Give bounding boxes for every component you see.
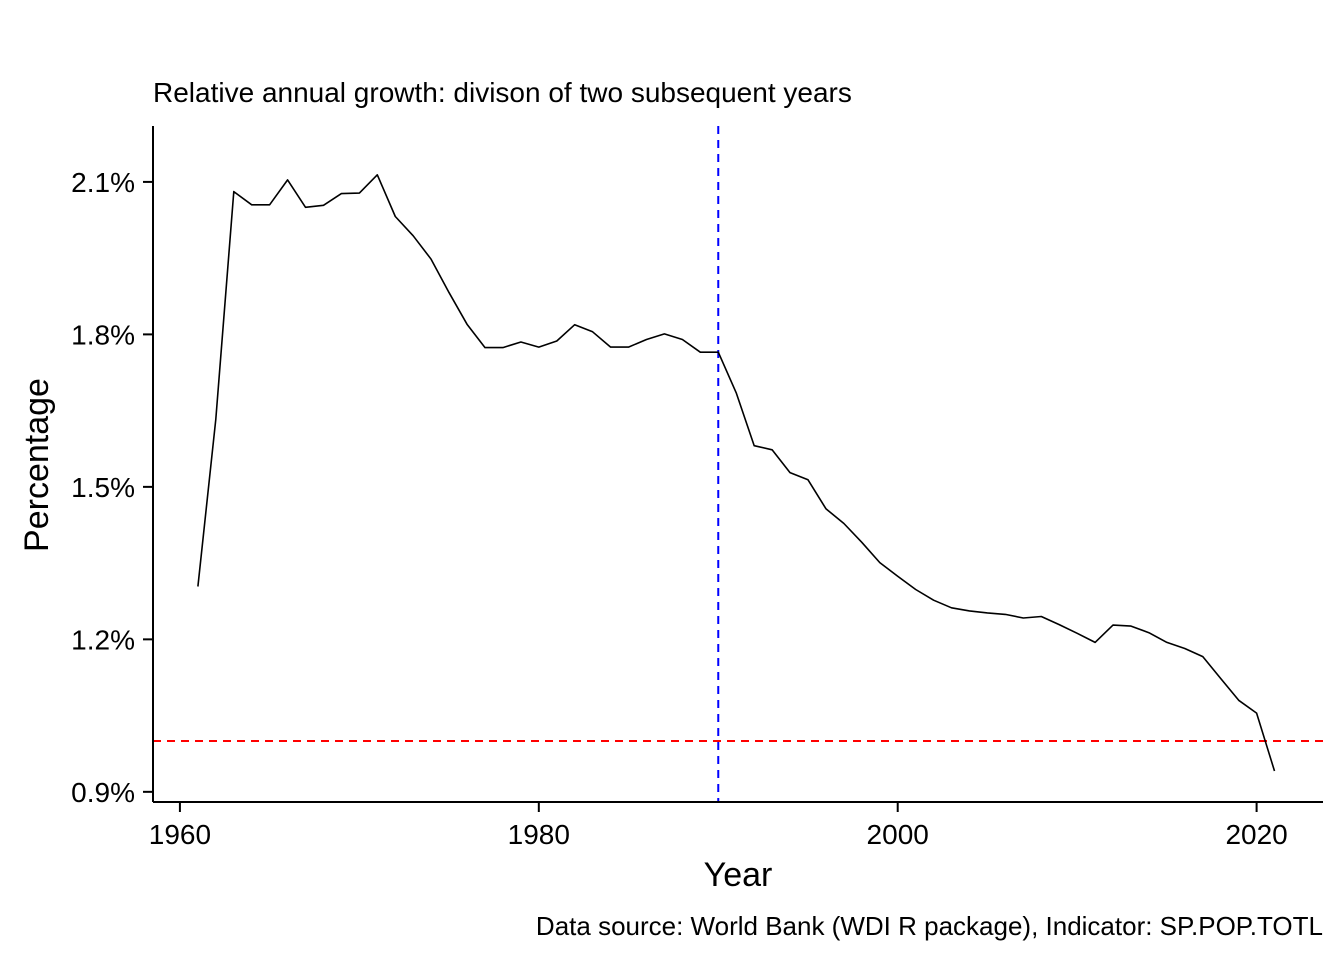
plot-area xyxy=(153,126,1323,802)
y-tick-label: 0.9% xyxy=(71,777,135,808)
x-axis: 1960 1980 2000 2020 xyxy=(149,801,1323,850)
series-line xyxy=(197,174,1276,772)
y-tick-label: 1.2% xyxy=(71,624,135,655)
chart-title: Relative annual growth: divison of two s… xyxy=(153,77,852,108)
x-tick-label: 2020 xyxy=(1225,819,1287,850)
x-axis-title: Year xyxy=(704,856,773,894)
y-tick-label: 2.1% xyxy=(71,167,135,198)
data-source-caption: Data source: World Bank (WDI R package),… xyxy=(536,911,1323,941)
x-tick-label: 1980 xyxy=(508,819,570,850)
y-axis: 0.9% 1.2% 1.5% 1.8% 2.1% xyxy=(71,126,154,808)
x-tick-label: 1960 xyxy=(149,819,211,850)
y-axis-title: Percentage xyxy=(18,378,56,552)
y-tick-label: 1.8% xyxy=(71,319,135,350)
y-tick-label: 1.5% xyxy=(71,472,135,503)
x-tick-label: 2000 xyxy=(867,819,929,850)
